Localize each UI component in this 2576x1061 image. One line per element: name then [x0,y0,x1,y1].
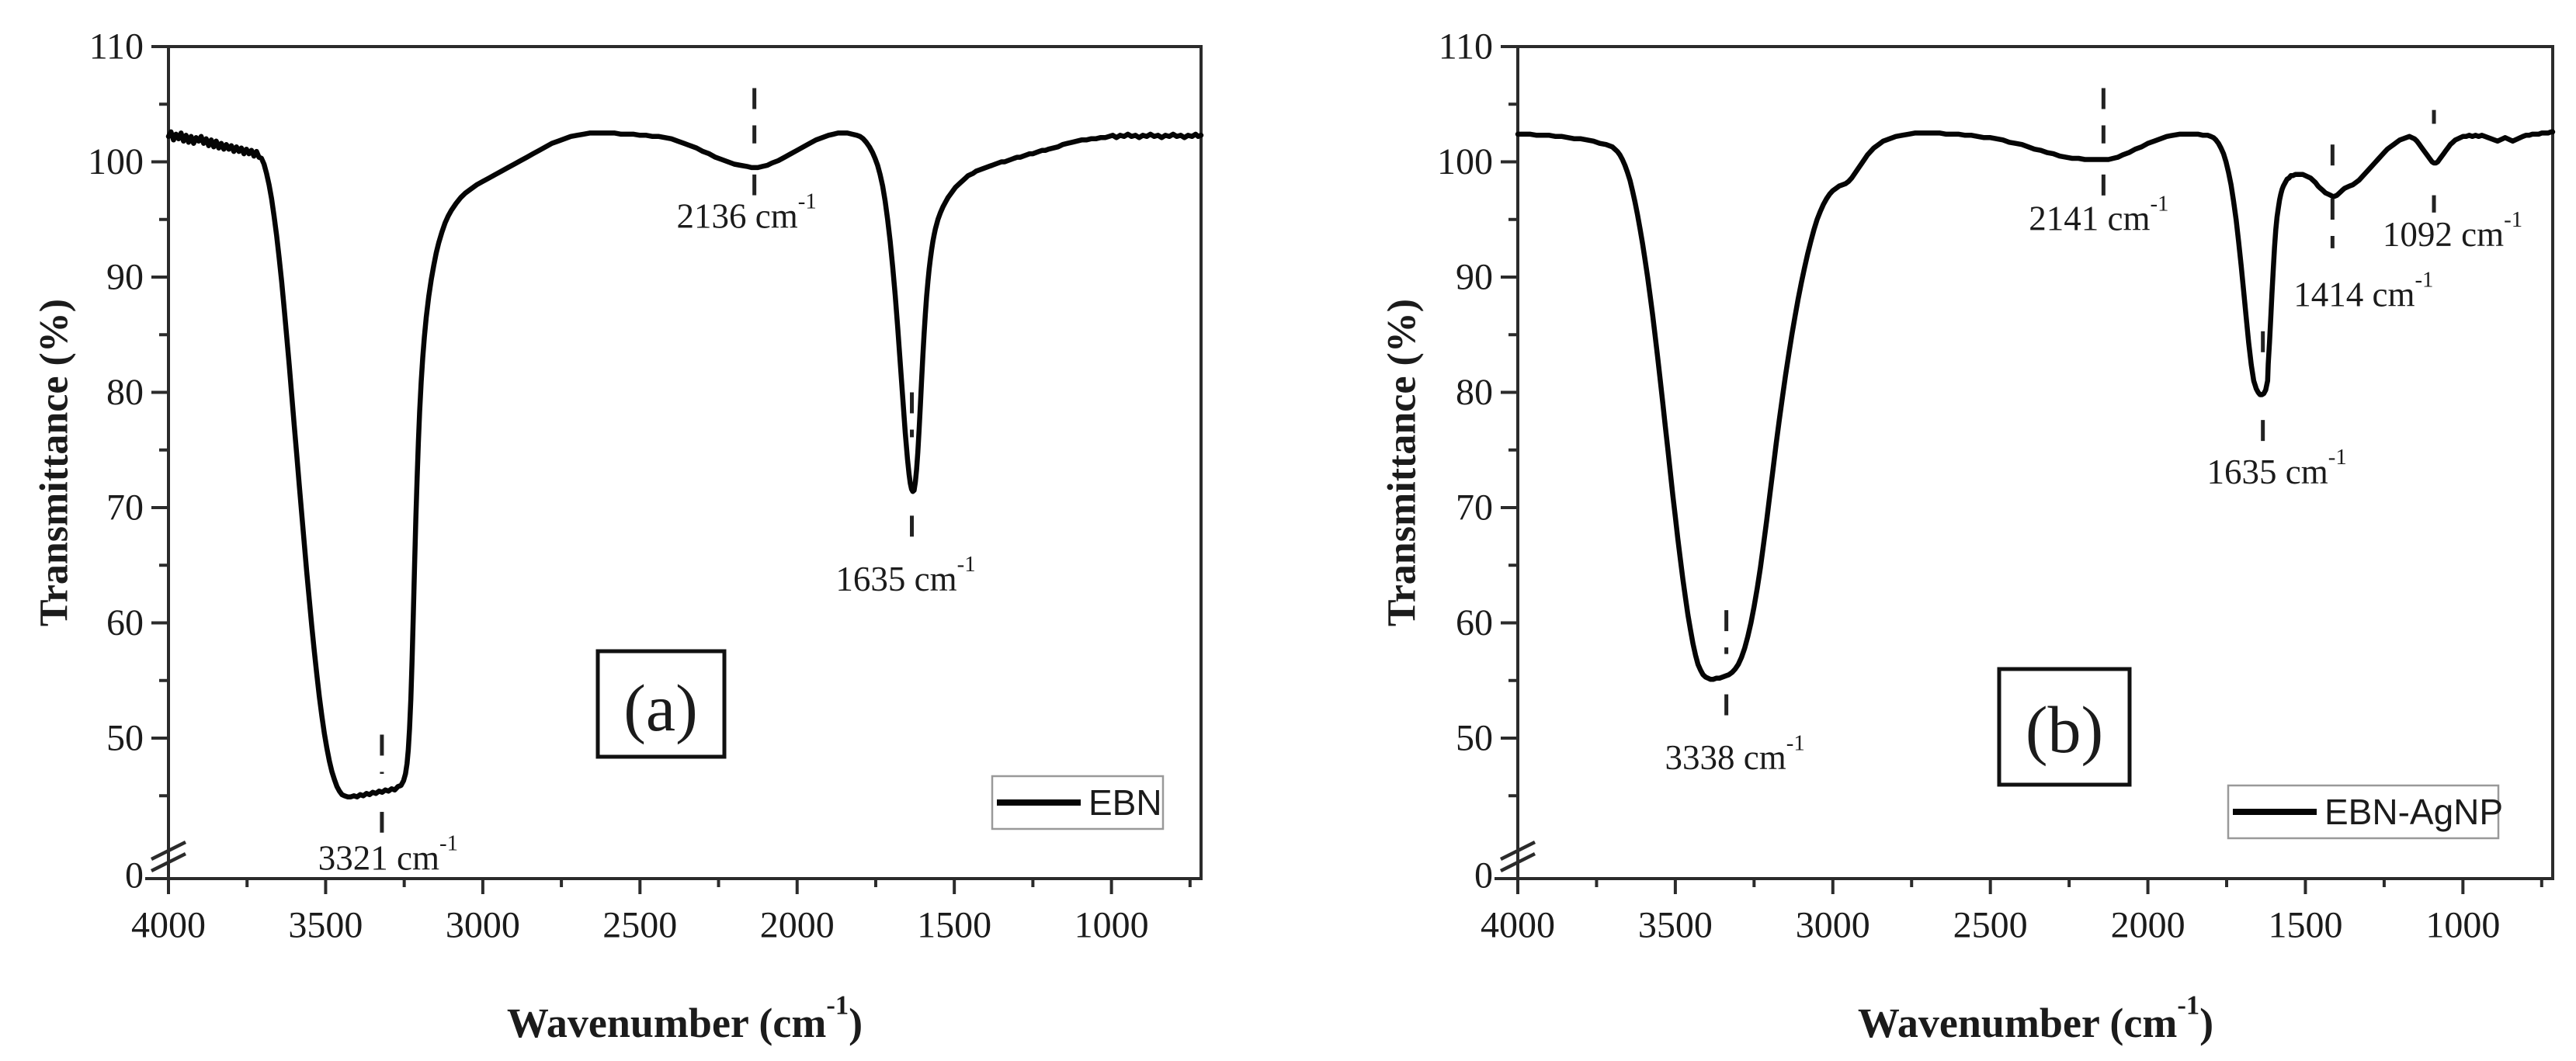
x-axis-title: Wavenumber (cm-1) [1858,990,2213,1046]
y-axis-break-mark [1499,840,1536,862]
annotation-label: 3321 cm-1 [318,831,458,878]
legend-label: EBN-AgNP [2324,792,2503,832]
y-tick-label: 80 [106,372,144,413]
x-tick-label: 3000 [1796,905,1870,946]
x-tick-label: 1500 [917,905,991,946]
peak-annotation-1635: 1635 cm-1 [2207,331,2347,491]
panel-label-text: (b) [2026,692,2103,767]
x-tick-label: 1500 [2268,905,2342,946]
y-tick-label: 50 [106,718,144,759]
y-axis-break-mark [1499,851,1536,873]
panel-label-box: (b) [1997,667,2132,787]
peak-annotation-3338: 3338 cm-1 [1665,610,1805,777]
x-tick-label: 1000 [1074,905,1149,946]
panel-a: 110 100 90 80 70 60 50 0 4000 3500 3000 2500 2000 150… [33,26,1204,1046]
y-tick-label: 100 [1437,141,1493,182]
y-tick-label: 60 [106,602,144,643]
peak-annotation-3321: 3321 cm-1 [318,734,458,878]
x-tick-label: 2000 [760,905,835,946]
y-tick-label: 110 [1439,26,1493,68]
y-tick-label: 100 [88,141,144,182]
y-tick-label: 70 [106,487,144,529]
y-zero-label: 0 [1474,855,1493,896]
y-axis-break-mark [150,840,187,862]
y-tick-label: 90 [1456,257,1493,298]
y-axis-break-mark [150,851,187,873]
x-tick-label: 2500 [1953,905,2028,946]
annotation-label: 1635 cm-1 [2207,445,2347,491]
x-tick-label: 1000 [2425,905,2500,946]
y-axis-title: Transmittance (%) [1380,299,1425,626]
y-tick-label: 60 [1456,602,1493,643]
x-tick-label: 2000 [2111,905,2185,946]
legend: EBN-AgNP [2227,784,2503,840]
x-tick-label: 3500 [1638,905,1713,946]
peak-annotation-1092: 1092 cm-1 [2383,109,2522,254]
y-tick-label: 50 [1456,718,1493,759]
annotation-label: 1635 cm-1 [835,552,975,598]
annotation-label: 2141 cm-1 [2029,191,2168,238]
panel-label-rect [1997,667,2132,787]
annotation-label: 1092 cm-1 [2383,207,2522,254]
plot-frame [1516,45,2554,880]
peak-annotation-1635: 1635 cm-1 [835,392,976,598]
peak-annotation-1414: 1414 cm-1 [2293,144,2433,314]
annotation-label: 1414 cm-1 [2293,267,2433,314]
peak-annotation-2136: 2136 cm-1 [677,88,817,235]
y-tick-label: 110 [89,26,144,68]
x-axis-title: Wavenumber (cm-1) [507,990,863,1046]
annotation-label: 2136 cm-1 [677,189,817,235]
x-tick-label: 4000 [1481,905,1555,946]
spectrum-curve [1515,129,2556,682]
panel-label-rect [595,649,727,759]
panel-label-box: (a) [595,649,727,759]
y-zero-label: 0 [125,855,144,896]
x-tick-label: 3000 [446,905,520,946]
plot-frame [167,45,1203,880]
x-tick-label: 3500 [288,905,363,946]
spectrum-curve [165,129,1204,799]
panel-b: 110 100 90 80 70 60 50 0 4000 3500 3000 2500 2000 150… [1380,26,2556,1046]
y-axis-title: Transmittance (%) [33,299,77,626]
peak-annotation-2141: 2141 cm-1 [2029,88,2168,238]
panel-label-text: (a) [623,671,697,745]
legend: EBN [991,775,1165,830]
x-tick-label: 2500 [602,905,677,946]
y-tick-label: 90 [106,257,144,298]
y-tick-label: 70 [1456,487,1493,529]
legend-label: EBN [1088,782,1162,823]
y-tick-label: 80 [1456,372,1493,413]
x-tick-label: 4000 [131,905,206,946]
annotation-label: 3338 cm-1 [1665,730,1805,777]
